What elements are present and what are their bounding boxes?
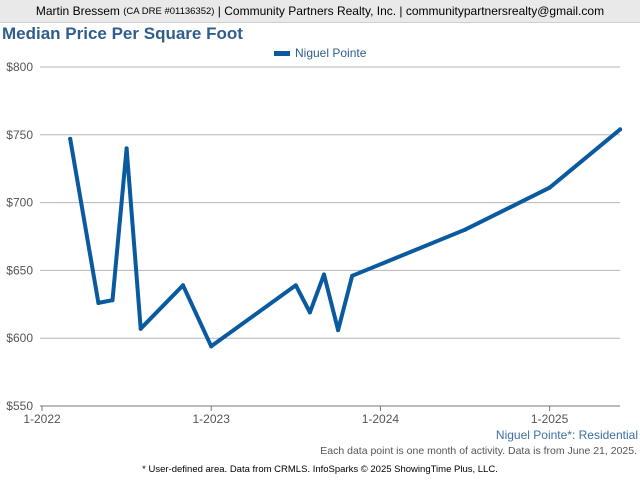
x-tick-label: 1-2024 bbox=[362, 412, 400, 426]
data-point bbox=[138, 326, 143, 331]
data-point bbox=[110, 298, 115, 303]
y-tick-label: $800 bbox=[6, 60, 33, 74]
data-point bbox=[350, 273, 355, 278]
series-line-niguel-pointe bbox=[68, 127, 623, 349]
data-point bbox=[124, 146, 129, 151]
data-point bbox=[181, 283, 185, 288]
y-tick-label: $600 bbox=[6, 331, 33, 345]
agent-header-bar: Martin Bressem (CA DRE #01136352) | Comm… bbox=[0, 0, 640, 23]
agent-company: | Community Partners Realty, Inc. | comm… bbox=[217, 4, 605, 18]
data-point bbox=[618, 127, 623, 132]
data-point bbox=[322, 272, 326, 277]
data-point bbox=[463, 227, 467, 232]
legend-label: Niguel Pointe bbox=[295, 46, 367, 60]
chart-legend: Niguel Pointe bbox=[274, 46, 366, 60]
area-label: Niguel Pointe*: Residential bbox=[495, 428, 638, 442]
y-tick-label: $700 bbox=[6, 196, 33, 210]
legend-swatch bbox=[274, 50, 290, 56]
data-point bbox=[293, 283, 298, 288]
x-tick-label: 1-2025 bbox=[531, 412, 569, 426]
data-point bbox=[307, 310, 312, 315]
chart-title: Median Price Per Square Foot bbox=[2, 24, 243, 43]
source-note: Each data point is one month of activity… bbox=[320, 445, 637, 457]
data-point bbox=[96, 300, 101, 305]
series-layer bbox=[68, 127, 623, 349]
agent-name: Martin Bressem bbox=[35, 4, 120, 18]
data-point bbox=[68, 136, 73, 141]
axis-layer: $550 $600 $650 $700 $750 $800 1-2022 1-2023 1-20… bbox=[6, 60, 620, 426]
data-point bbox=[547, 185, 552, 190]
x-tick-label: 1-2023 bbox=[193, 412, 231, 426]
footer-disclaimer: * User-defined area. Data from CRMLS. In… bbox=[142, 464, 498, 475]
y-tick-label: $750 bbox=[6, 128, 33, 142]
data-point bbox=[336, 328, 341, 333]
y-tick-label: $650 bbox=[6, 263, 33, 277]
agent-license: (CA DRE #01136352) bbox=[123, 5, 215, 17]
data-point bbox=[209, 344, 214, 349]
x-tick-label: 1-2022 bbox=[23, 412, 61, 426]
grid-layer bbox=[40, 66, 620, 339]
y-tick-label: $550 bbox=[6, 399, 33, 413]
